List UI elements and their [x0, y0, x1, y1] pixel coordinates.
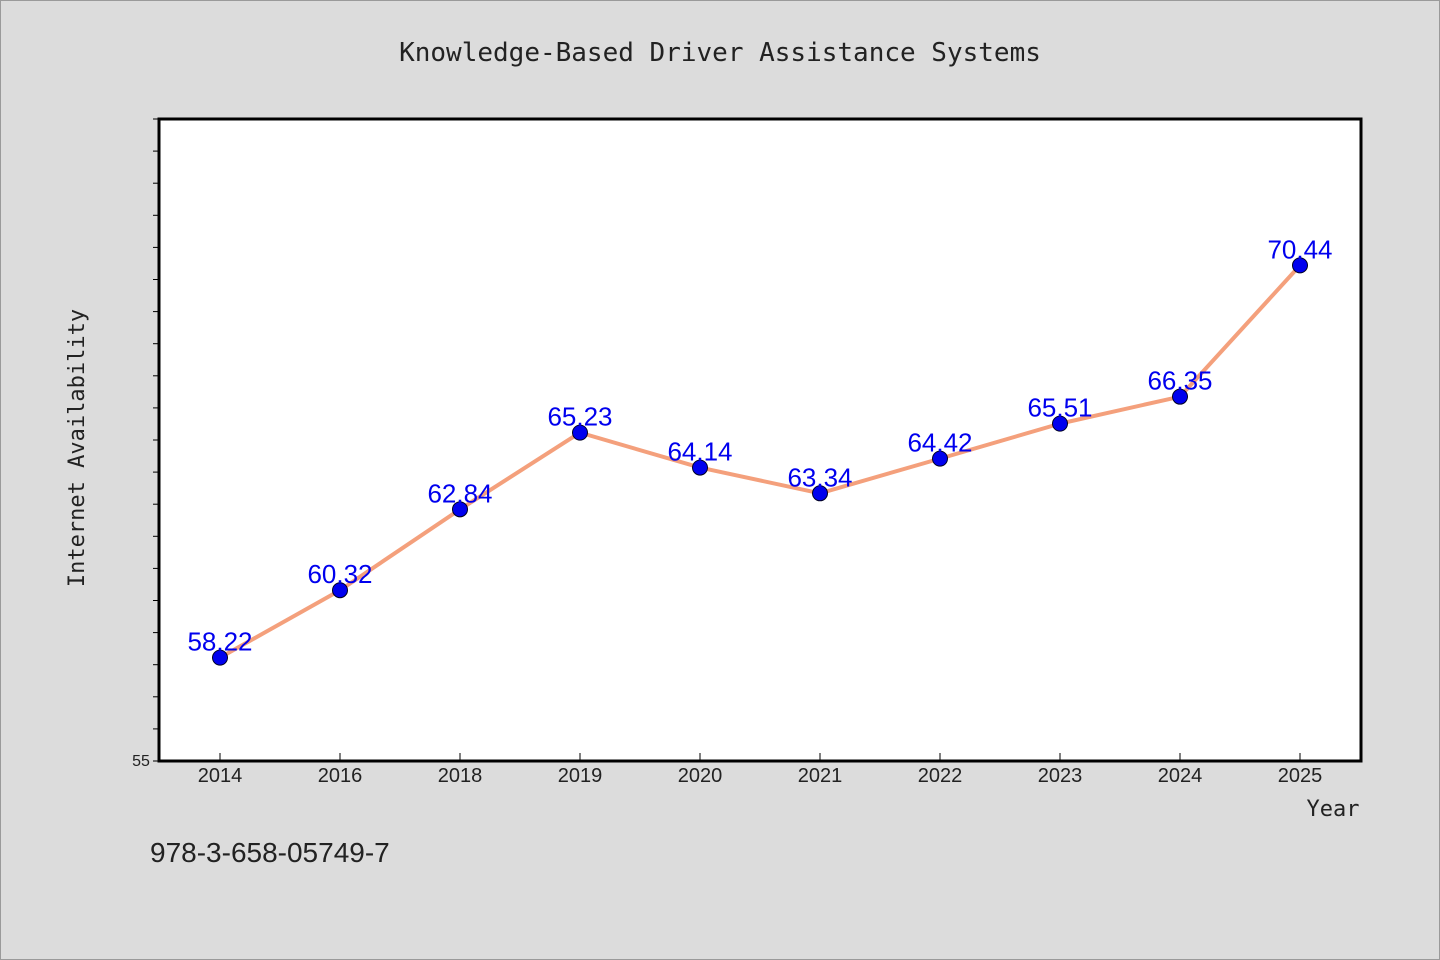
data-point [1172, 388, 1188, 405]
data-label: 65.51 [1027, 393, 1092, 423]
data-point [812, 485, 828, 502]
data-point-markers [212, 257, 1308, 666]
x-tick-label: 2022 [918, 765, 963, 787]
x-tick-label: 2024 [1158, 765, 1203, 787]
y-axis-label: Internet Availability [65, 309, 90, 587]
data-point [1292, 257, 1308, 274]
y-tick-label: 55 [132, 753, 150, 770]
x-tick-label: 2025 [1278, 765, 1323, 787]
data-label: 64.14 [667, 437, 732, 467]
y-axis-ticks [153, 118, 159, 762]
x-tick-label: 2016 [318, 765, 363, 787]
data-label: 58.22 [187, 627, 252, 657]
x-tick-label: 2020 [678, 765, 723, 787]
data-label: 66.35 [1147, 366, 1212, 396]
data-label: 63.34 [787, 462, 852, 492]
chart-title: Knowledge-Based Driver Assistance System… [399, 38, 1041, 68]
data-point [692, 459, 708, 476]
data-point [452, 501, 468, 518]
data-point [572, 424, 588, 441]
x-tick-label: 2018 [438, 765, 483, 787]
data-value-labels: 58.22 60.32 62.84 65.23 64.14 63.34 64.42 65.51… [187, 234, 1332, 656]
data-label: 60.32 [307, 559, 372, 589]
x-tick-label: 2014 [198, 765, 243, 787]
data-point [1052, 415, 1068, 432]
data-label: 62.84 [427, 478, 492, 508]
data-point [212, 649, 228, 666]
plot-area [157, 117, 1363, 763]
data-label: 64.42 [907, 428, 972, 458]
x-axis-tick-labels: 2014 2016 2018 2019 2020 2021 2022 2023 2024 2025 [198, 765, 1323, 787]
data-point [932, 450, 948, 467]
x-tick-label: 2019 [558, 765, 603, 787]
isbn-footer: 978-3-658-05749-7 [150, 837, 390, 868]
series-line [219, 264, 1302, 660]
x-tick-label: 2021 [798, 765, 843, 787]
data-point [332, 582, 348, 599]
x-axis-ticks [219, 753, 1301, 761]
data-label: 65.23 [547, 402, 612, 432]
data-label: 70.44 [1267, 234, 1332, 264]
x-axis-label: Year [1307, 797, 1360, 822]
x-tick-label: 2023 [1038, 765, 1083, 787]
